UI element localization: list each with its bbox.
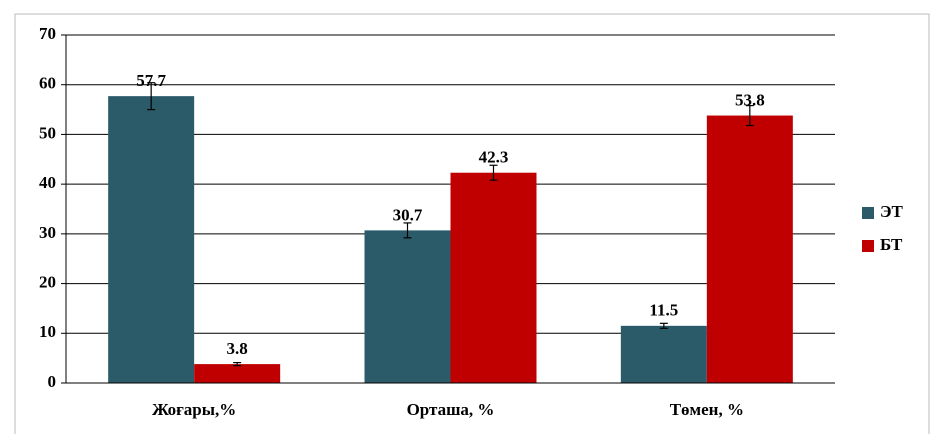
bar	[706, 115, 793, 383]
legend-label: БТ	[880, 235, 903, 254]
y-tick-label: 70	[39, 24, 56, 43]
bar	[450, 172, 537, 383]
y-tick-label: 20	[39, 272, 56, 291]
error-bar	[659, 322, 668, 329]
y-tick-label: 40	[39, 173, 56, 192]
x-tick-label: Орташа, %	[407, 400, 495, 419]
data-label: 11.5	[649, 301, 678, 320]
x-tick-label: Жоғары,%	[152, 400, 236, 419]
bar	[620, 325, 707, 383]
legend-swatch	[862, 240, 874, 252]
error-bar	[233, 362, 242, 367]
y-tick-label: 0	[48, 372, 57, 391]
legend-swatch	[862, 207, 874, 219]
bar	[194, 364, 281, 383]
data-label: 30.7	[393, 205, 423, 224]
data-label: 42.3	[479, 148, 509, 167]
bar	[364, 230, 451, 383]
data-label: 57.7	[136, 71, 166, 90]
y-tick-label: 30	[39, 223, 56, 242]
y-tick-label: 50	[39, 123, 56, 142]
legend-label: ЭТ	[880, 202, 904, 221]
error-bar	[745, 104, 754, 127]
error-bar	[403, 222, 412, 239]
y-tick-label: 60	[39, 74, 56, 93]
x-tick-label: Төмен, %	[670, 400, 744, 419]
error-bar	[147, 82, 156, 111]
bar	[108, 96, 195, 384]
data-label: 53.8	[735, 90, 765, 109]
data-label: 3.8	[227, 339, 248, 358]
error-bar	[489, 164, 498, 181]
y-tick-label: 10	[39, 322, 56, 341]
